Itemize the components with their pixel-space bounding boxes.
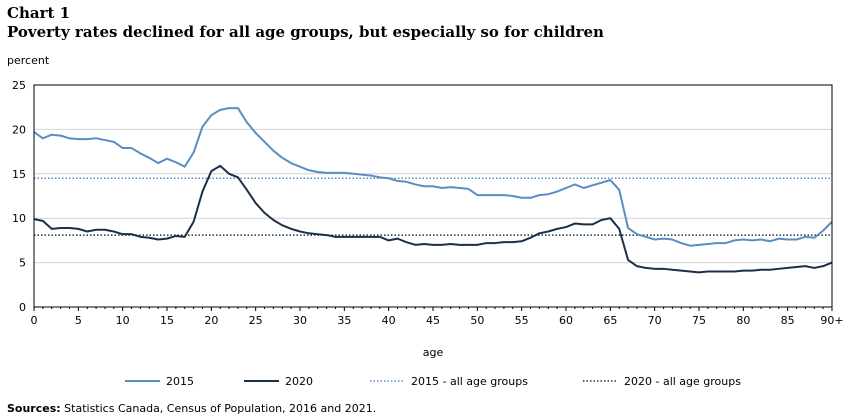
x-tick-label: 5 <box>75 314 82 327</box>
x-axis-ticks: 0 5 10 15 20 25 30 35 40 45 50 55 60 65 70 75 80 85 90+ <box>31 307 844 327</box>
series-lines <box>33 107 833 274</box>
x-tick-label: 90+ <box>820 314 843 327</box>
source-text: Statistics Canada, Census of Population,… <box>64 402 377 415</box>
y-axis-ticks: 0 5 10 15 20 25 <box>12 79 26 314</box>
x-tick-label: 0 <box>31 314 38 327</box>
x-tick-label: 75 <box>692 314 706 327</box>
series-line <box>33 107 833 247</box>
x-tick-label: 20 <box>204 314 218 327</box>
x-tick-label: 45 <box>426 314 440 327</box>
chart-title: Poverty rates declined for all age group… <box>7 23 604 41</box>
chart-label: Chart 1 <box>7 4 71 22</box>
x-tick-label: 70 <box>648 314 662 327</box>
y-tick-label: 25 <box>12 79 26 92</box>
x-tick-label: 55 <box>515 314 529 327</box>
y-tick-label: 20 <box>12 123 26 136</box>
x-tick-label: 15 <box>160 314 174 327</box>
source-label: Sources: <box>7 402 61 415</box>
reference-lines <box>34 177 832 236</box>
x-tick-label: 60 <box>559 314 573 327</box>
gridlines <box>34 128 832 264</box>
legend: 2015 2020 2015 - all age groups 2020 - all … <box>125 375 741 388</box>
x-tick-label: 80 <box>736 314 750 327</box>
legend-label: 2020 <box>285 375 313 388</box>
x-tick-label: 30 <box>293 314 307 327</box>
y-tick-label: 0 <box>19 301 26 314</box>
y-tick-label: 15 <box>12 168 26 181</box>
x-tick-label: 50 <box>470 314 484 327</box>
y-tick-label: 5 <box>19 257 26 270</box>
x-tick-label: 65 <box>603 314 617 327</box>
x-axis-label: age <box>423 346 444 359</box>
plot-frame <box>33 84 833 308</box>
y-tick-label: 10 <box>12 212 26 225</box>
x-tick-label: 35 <box>337 314 351 327</box>
x-tick-label: 40 <box>382 314 396 327</box>
y-axis-label: percent <box>7 54 50 67</box>
source-note: Sources: Statistics Canada, Census of Po… <box>7 402 376 415</box>
legend-label: 2015 - all age groups <box>411 375 528 388</box>
legend-label: 2020 - all age groups <box>624 375 741 388</box>
legend-label: 2015 <box>166 375 194 388</box>
series-line <box>33 164 833 274</box>
x-tick-label: 25 <box>249 314 263 327</box>
x-tick-label: 85 <box>781 314 795 327</box>
x-tick-label: 10 <box>116 314 130 327</box>
